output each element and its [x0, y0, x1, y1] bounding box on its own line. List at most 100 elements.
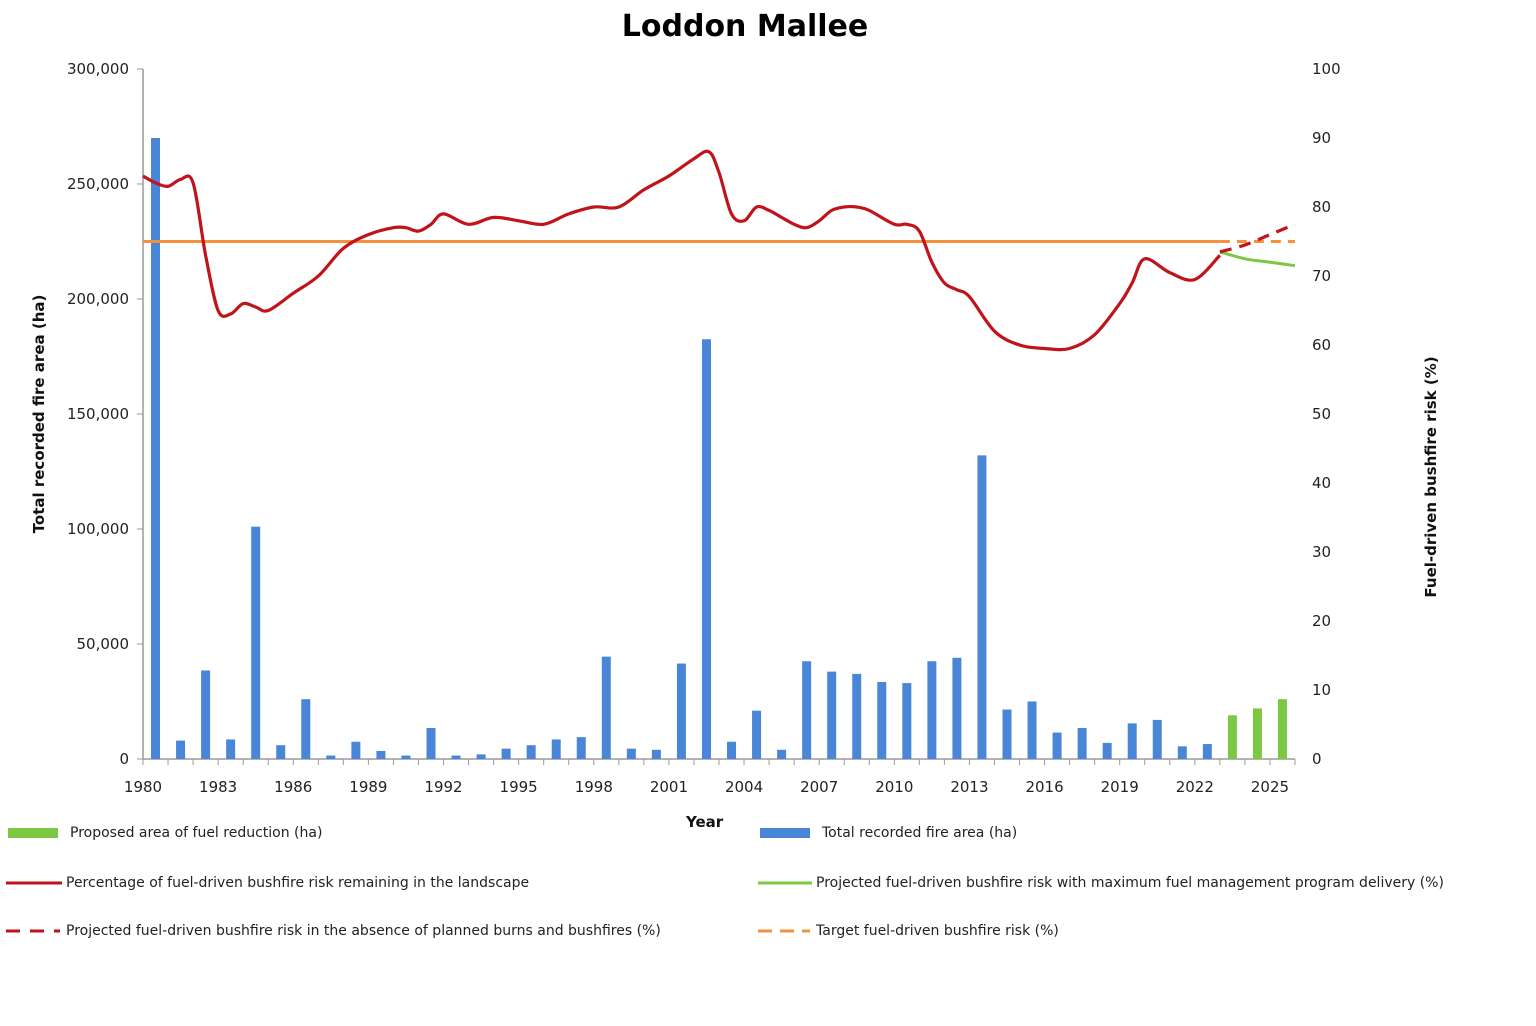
fuel-reduction-bar [1277, 699, 1287, 759]
y-right-tick-label: 70 [1312, 267, 1331, 285]
fire-area-bar [251, 526, 261, 759]
fire-area-bar [526, 745, 536, 759]
y-right-tick-label: 10 [1312, 681, 1331, 699]
x-tick-label: 2001 [650, 778, 688, 796]
y-left-tick-label: 250,000 [67, 175, 129, 193]
fire-area-bar [226, 739, 236, 759]
legend-label: Percentage of fuel-driven bushfire risk … [66, 875, 530, 891]
fire-area-bar [802, 661, 812, 759]
x-tick-label: 2007 [800, 778, 838, 796]
x-tick-label: 2004 [725, 778, 763, 796]
legend-swatch-orange-dashed-line [758, 929, 810, 933]
fire-area-bar [376, 750, 386, 759]
legend-swatch-blue-bar [760, 828, 810, 838]
projected-absence-line [1219, 222, 1296, 254]
legend-label: Proposed area of fuel reduction (ha) [70, 825, 323, 841]
fire-area-bar [476, 754, 486, 759]
legend-risk-remaining: Percentage of fuel-driven bushfire risk … [6, 872, 529, 894]
fire-area-bar [877, 681, 887, 759]
legend-target: Target fuel-driven bushfire risk (%) [758, 920, 1059, 942]
y-left-tick-label: 150,000 [67, 405, 129, 423]
fire-area-bar [1152, 719, 1162, 759]
fire-area-bar [326, 755, 336, 759]
fire-area-bar [902, 683, 912, 759]
x-tick-label: 2016 [1025, 778, 1063, 796]
risk-remaining-line [142, 149, 1222, 352]
x-tick-label: 1986 [274, 778, 312, 796]
fire-area-bar [777, 749, 787, 759]
x-tick-label: 1983 [199, 778, 237, 796]
y-axis-right-label: Fuel-driven bushfire risk (%) [1422, 356, 1440, 597]
legend-label: Total recorded fire area (ha) [822, 825, 1018, 841]
fire-area-bar [276, 745, 286, 759]
y-axis-left-label: Total recorded fire area (ha) [30, 295, 48, 534]
fire-area-bar [1052, 732, 1062, 759]
legend-projected-absence: Projected fuel-driven bushfire risk in t… [6, 920, 661, 942]
y-left-tick-label: 0 [119, 750, 129, 768]
bars-layer [151, 138, 1287, 759]
y-right-tick-label: 90 [1312, 129, 1331, 147]
fire-area-bar [752, 710, 762, 759]
y-right-tick-label: 100 [1312, 60, 1341, 78]
y-right-tick-label: 40 [1312, 474, 1331, 492]
y-right-tick-label: 30 [1312, 543, 1331, 561]
fire-area-bar [927, 661, 937, 759]
y-right-tick-label: 60 [1312, 336, 1331, 354]
fire-area-bar [651, 749, 661, 759]
legend-label: Projected fuel-driven bushfire risk in t… [66, 923, 661, 939]
fire-area-bar [401, 755, 411, 759]
lines-layer [142, 149, 1296, 352]
fire-area-bar [451, 755, 461, 759]
x-tick-label: 1992 [424, 778, 462, 796]
chart-title: Loddon Mallee [622, 9, 868, 44]
ticks-layer: 0 50,000 100,000 150,000 200,000 250,000 300,0… [67, 60, 1341, 796]
fire-area-bar [501, 748, 511, 759]
fire-area-bar [201, 670, 211, 759]
fire-area-bar [977, 455, 987, 759]
fuel-reduction-bar [1227, 715, 1237, 759]
x-tick-label: 2013 [950, 778, 988, 796]
fire-area-bar [727, 741, 737, 759]
fire-area-bar [1102, 742, 1112, 759]
fire-area-bar [1177, 746, 1187, 759]
y-right-tick-label: 20 [1312, 612, 1331, 630]
y-right-tick-label: 50 [1312, 405, 1331, 423]
legend-projected-max: Projected fuel-driven bushfire risk with… [758, 872, 1444, 894]
x-axis-label: Year [686, 813, 724, 831]
fire-area-bar [351, 741, 361, 759]
fire-area-bar [151, 138, 161, 759]
fire-area-bar [676, 663, 686, 759]
fire-area-bar [601, 656, 611, 759]
fire-area-bar [1002, 709, 1012, 759]
legend-fuel-reduction: Proposed area of fuel reduction (ha) [8, 822, 322, 844]
legend-label: Projected fuel-driven bushfire risk with… [816, 875, 1444, 891]
fire-area-bar [1027, 701, 1037, 759]
fire-area-bar [1077, 727, 1087, 759]
y-left-tick-label: 100,000 [67, 520, 129, 538]
fire-area-bar [701, 339, 711, 759]
x-tick-label: 1989 [349, 778, 387, 796]
y-left-tick-label: 300,000 [67, 60, 129, 78]
x-tick-label: 2019 [1101, 778, 1139, 796]
fire-area-bar [301, 699, 311, 759]
x-tick-label: 2010 [875, 778, 913, 796]
fuel-reduction-bar [1252, 708, 1262, 759]
legend-fire-area: Total recorded fire area (ha) [760, 822, 1017, 844]
fire-area-bar [952, 657, 962, 759]
fire-area-bar [852, 673, 862, 759]
legend-swatch-green-bar [8, 828, 58, 838]
fire-area-bar [1127, 723, 1137, 759]
x-tick-label: 2022 [1176, 778, 1214, 796]
fire-area-bar [1202, 744, 1212, 759]
legend-label: Target fuel-driven bushfire risk (%) [816, 923, 1059, 939]
x-tick-label: 1998 [575, 778, 613, 796]
fire-area-bar [426, 727, 436, 759]
fire-area-bar [551, 739, 561, 759]
fire-area-bar [576, 737, 586, 759]
legend-swatch-red-line [6, 881, 62, 885]
x-tick-label: 1995 [500, 778, 538, 796]
y-right-tick-label: 0 [1312, 750, 1322, 768]
legend-swatch-green-line [758, 881, 812, 885]
y-left-tick-label: 50,000 [77, 635, 130, 653]
